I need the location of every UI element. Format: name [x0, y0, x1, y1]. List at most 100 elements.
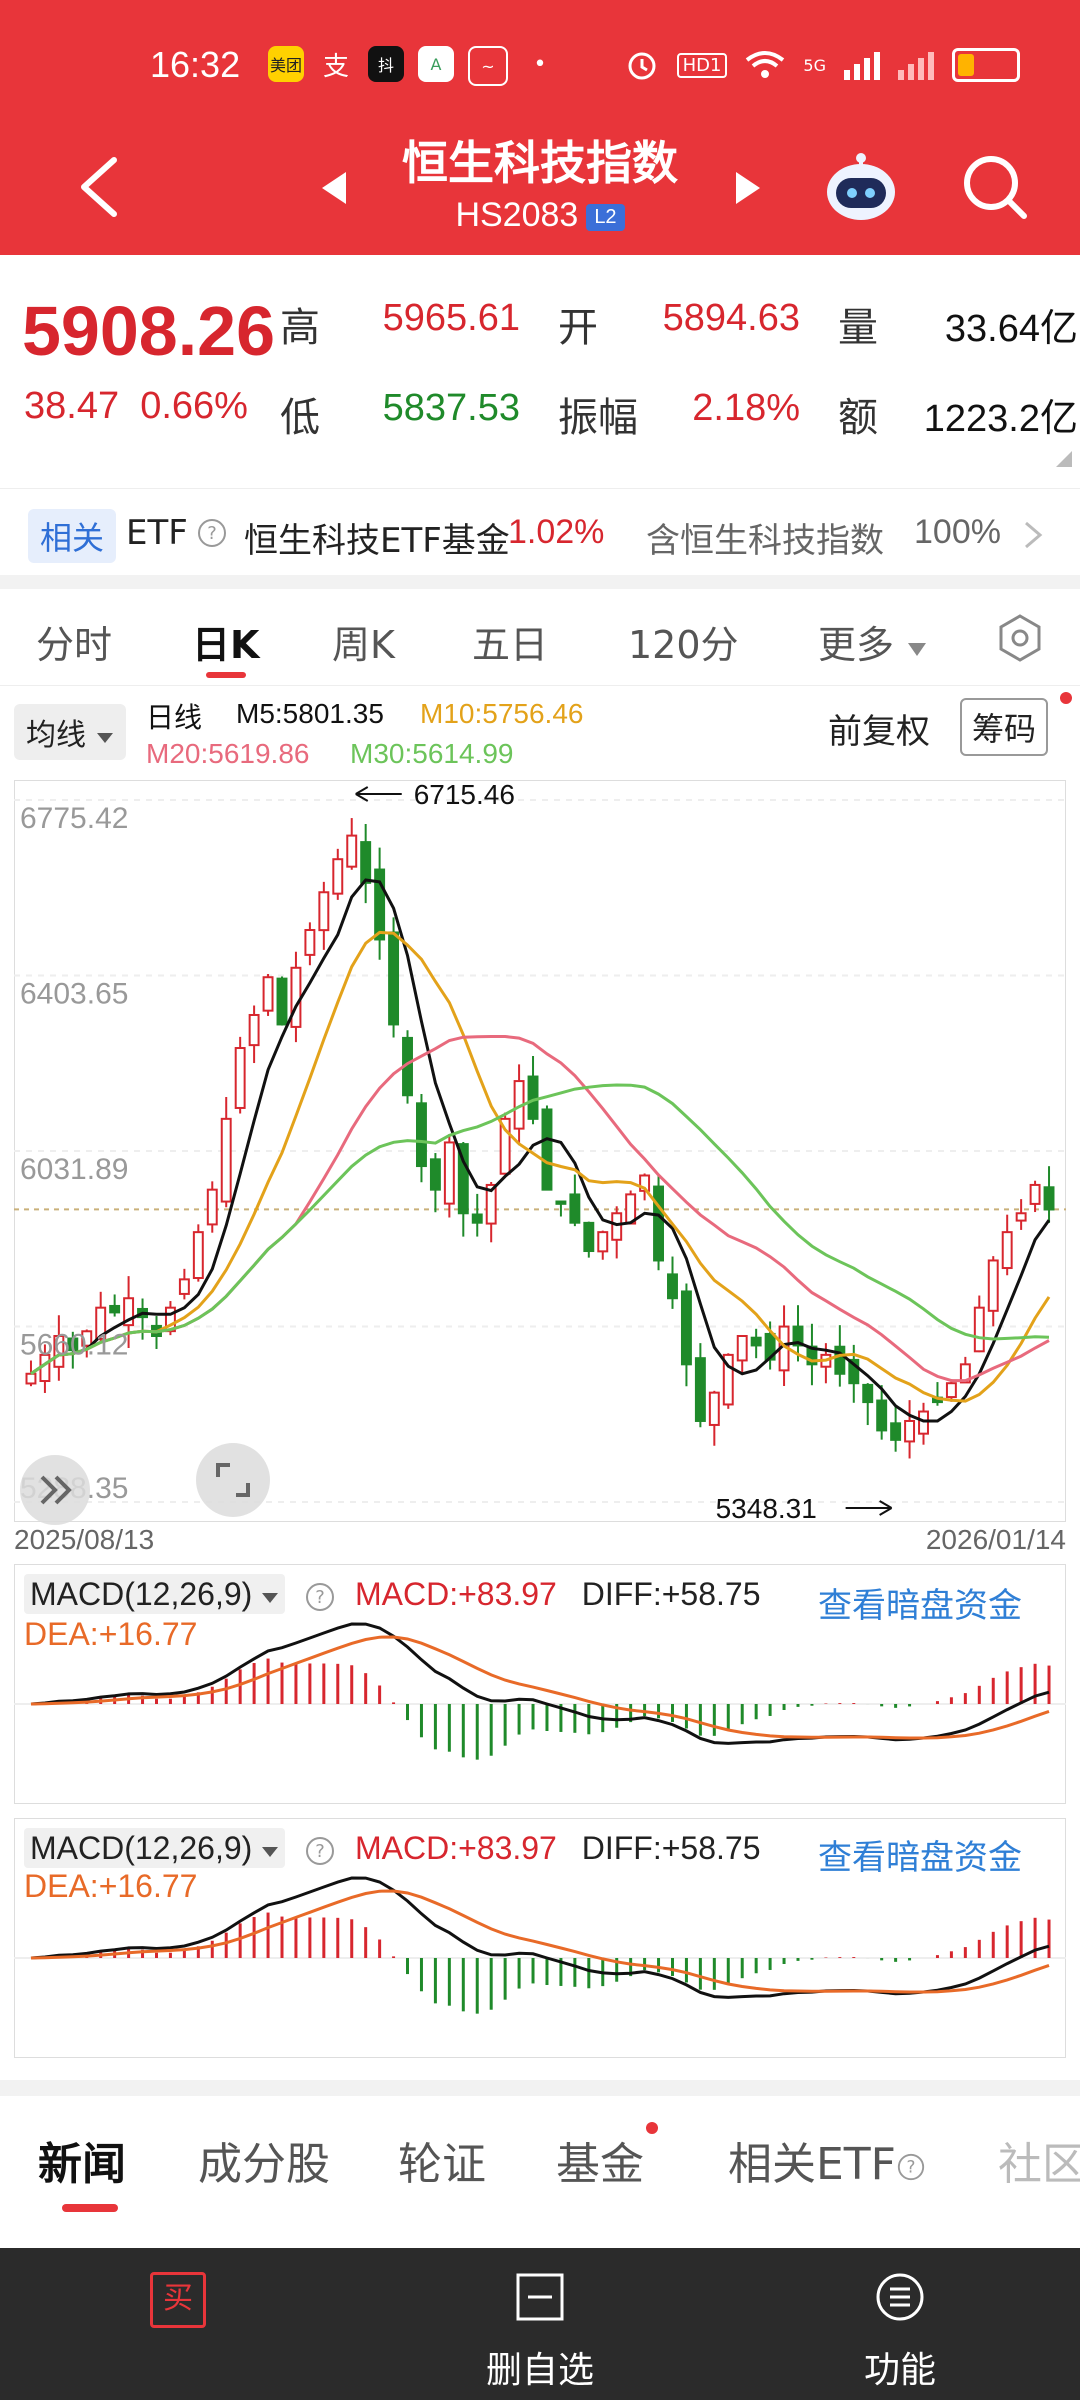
candle-body: [123, 1297, 135, 1327]
help-icon: ?: [897, 2153, 925, 2181]
candle-body: [639, 1174, 651, 1192]
dark-pool-link-2[interactable]: 查看暗盘资金: [818, 1838, 1022, 1878]
macd-frame: [14, 1564, 1066, 1804]
help-icon[interactable]: ?: [304, 1835, 336, 1867]
open-value: 5894.63: [662, 297, 800, 339]
candle-body: [248, 1013, 260, 1047]
y-tick-label: 5660.12: [20, 1328, 128, 1361]
home-app-icon: A: [418, 46, 454, 82]
amount-label: 额: [838, 395, 878, 441]
candlestick-chart[interactable]: 6775.426403.656031.895660.125288.356715.…: [14, 780, 1066, 1522]
notification-icons: 美团 支 抖 A ~ •: [268, 46, 558, 86]
candle-body: [959, 1363, 971, 1384]
low-value: 5837.53: [382, 387, 520, 429]
settings-hex-icon[interactable]: [994, 612, 1046, 664]
candle-body: [527, 1075, 539, 1120]
macd-selector-2[interactable]: MACD(12,26,9): [24, 1828, 286, 1868]
functions-button[interactable]: 功能: [800, 2272, 1000, 2393]
candle-body: [178, 1278, 190, 1295]
back-arrow-icon[interactable]: [70, 152, 130, 222]
dark-pool-link-1[interactable]: 查看暗盘资金: [818, 1586, 1022, 1626]
moving-average-bar: 均线 日线 M5:5801.35 M10:5756.46 M20:5619.86…: [0, 690, 1080, 780]
tab-more[interactable]: 更多: [818, 614, 928, 669]
candle-body: [360, 841, 372, 884]
high-value: 5965.61: [382, 297, 520, 339]
related-etf-bar[interactable]: 相关 ETF ? 恒生科技ETF基金 1.02% 含恒生科技指数 100%: [0, 488, 1080, 574]
candle-body: [848, 1358, 860, 1385]
candle-body: [109, 1304, 121, 1314]
candle-body: [750, 1336, 762, 1347]
date-start: 2025/08/13: [14, 1524, 155, 1555]
candle-body: [569, 1193, 581, 1224]
chips-button[interactable]: 筹码: [960, 698, 1049, 756]
etf-fund-change: 1.02%: [508, 513, 605, 551]
macd-chart-1[interactable]: [14, 1564, 1066, 1804]
macd-selector-1[interactable]: MACD(12,26,9): [24, 1574, 286, 1614]
system-icons: HD1 5G: [625, 48, 1020, 82]
ma30-line: [30, 1083, 1050, 1376]
candle-body: [234, 1047, 246, 1109]
low-arrow: [845, 1500, 893, 1516]
fullscreen-button[interactable]: [196, 1443, 270, 1517]
adjust-mode[interactable]: 前复权: [828, 712, 930, 752]
tab-five-day[interactable]: 五日: [472, 623, 549, 667]
tab-daily-k[interactable]: 日K: [192, 623, 260, 667]
candle-body: [318, 891, 330, 932]
dea-line: [30, 1635, 1050, 1740]
candle-body: [81, 1330, 93, 1347]
macd-chart-2[interactable]: [14, 1818, 1066, 2058]
tab-warrants[interactable]: 轮证: [398, 2139, 486, 2190]
candle-body: [890, 1422, 902, 1441]
chevron-right-icon[interactable]: [1022, 519, 1044, 551]
tab-constituents[interactable]: 成分股: [198, 2139, 330, 2190]
previous-stock-icon[interactable]: [318, 170, 348, 206]
y-tick-label: 6031.89: [20, 1153, 128, 1186]
tab-community[interactable]: 社区: [998, 2139, 1080, 2190]
candle-body: [1043, 1186, 1055, 1211]
funds-new-dot: [646, 2122, 658, 2134]
change-value: 38.47: [24, 385, 120, 427]
douyin-app-icon: 抖: [368, 46, 404, 82]
remove-watchlist-button[interactable]: 删自选: [440, 2272, 640, 2393]
tab-funds[interactable]: 基金: [556, 2139, 644, 2190]
tab-intraday[interactable]: 分时: [36, 623, 113, 667]
tab-news[interactable]: 新闻: [38, 2139, 126, 2190]
expand-panel-button[interactable]: [20, 1455, 90, 1525]
assistant-robot-icon[interactable]: [822, 148, 900, 226]
high-annotation: 6715.46: [414, 780, 515, 810]
ma30-value: M30:5614.99: [350, 738, 514, 769]
tab-weekly-k[interactable]: 周K: [332, 623, 395, 667]
level2-badge: L2: [586, 203, 625, 231]
tab-related-etf[interactable]: 相关ETF?: [728, 2128, 926, 2192]
page-title: 恒生科技指数: [402, 136, 678, 190]
chart-date-range: 2025/08/13 2026/01/14: [0, 1524, 1080, 1564]
next-stock-icon[interactable]: [734, 170, 764, 206]
candle-body: [164, 1306, 176, 1333]
candle-body: [429, 1158, 441, 1191]
search-icon[interactable]: [960, 152, 1030, 222]
candle-body: [555, 1200, 567, 1205]
hd-icon: HD1: [676, 52, 728, 78]
candle-body: [597, 1231, 609, 1253]
ma20-value: M20:5619.86: [146, 738, 310, 769]
candle-body: [443, 1141, 455, 1205]
tab-120min[interactable]: 120分: [628, 623, 739, 667]
candle-body: [806, 1345, 818, 1366]
macd-frame: [14, 1818, 1066, 2058]
help-icon[interactable]: ?: [304, 1581, 336, 1613]
low-annotation: 5348.31: [716, 1493, 817, 1522]
buy-button[interactable]: 买: [78, 2272, 278, 2338]
period-tabs: 分时 日K 周K 五日 120分 更多: [0, 590, 1080, 686]
status-time: 16:32: [150, 44, 241, 85]
candle-body: [95, 1306, 107, 1340]
related-tag: 相关: [28, 509, 117, 563]
notification-dot: [1060, 692, 1072, 704]
news-tabs: 新闻 成分股 轮证 基金 相关ETF? 社区: [0, 2080, 1080, 2216]
y-tick-label: 6403.65: [20, 978, 128, 1011]
expand-corner-icon[interactable]: [1056, 451, 1072, 467]
etf-fund-name[interactable]: 恒生科技ETF基金: [244, 521, 510, 561]
indicator-selector[interactable]: 均线: [14, 704, 126, 760]
candle-body: [304, 929, 316, 956]
candle-body: [736, 1334, 748, 1362]
help-icon[interactable]: ?: [196, 517, 228, 549]
